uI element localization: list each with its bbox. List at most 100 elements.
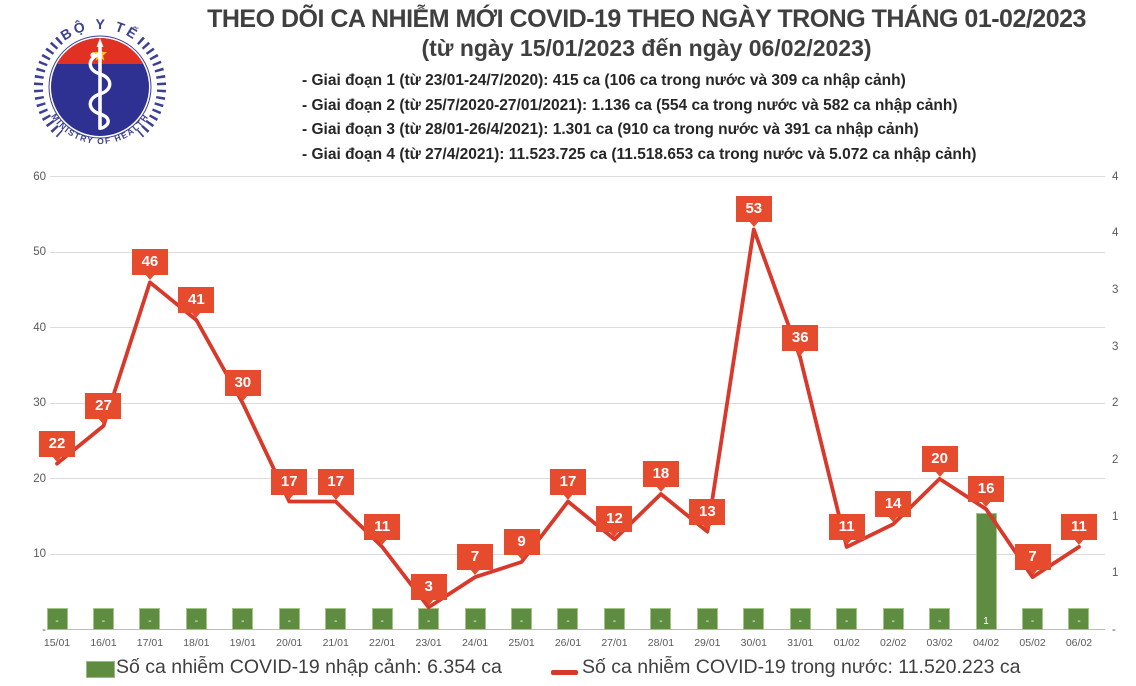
imported-cases-bar-label: - (241, 616, 245, 627)
imported-cases-bar: - (464, 608, 486, 630)
data-label-callout-pointer (516, 553, 527, 560)
data-label-callout-pointer (284, 493, 295, 500)
x-axis-label: 26/01 (554, 637, 582, 649)
x-axis-label: 16/01 (90, 637, 117, 649)
imported-cases-bar-label: - (194, 616, 199, 627)
imported-cases-bar: - (603, 608, 625, 630)
x-axis-label: 24/01 (461, 637, 489, 649)
gridline (50, 176, 1105, 177)
data-label-callout: 46 (131, 249, 168, 276)
y-axis-tick-right: 1 (1112, 510, 1119, 523)
y-axis-tick-right: 4 (1112, 227, 1119, 240)
data-label-callout: 20 (921, 445, 958, 472)
imported-cases-bar: - (185, 608, 207, 630)
data-label-callout: 18 (642, 460, 679, 487)
y-axis-tick-right: 3 (1112, 340, 1119, 353)
data-label-callout-pointer (702, 523, 713, 530)
data-label-callout-pointer (423, 599, 434, 606)
y-axis-tick-left: 10 (33, 548, 46, 561)
imported-cases-bar: - (46, 608, 68, 630)
imported-cases-bar-label: - (659, 616, 663, 627)
data-label-callout-pointer (330, 493, 341, 500)
x-axis-label: 28/01 (647, 637, 675, 649)
data-label-callout-pointer (191, 312, 202, 319)
data-label-callout-pointer (377, 538, 388, 545)
data-label-callout: 17 (271, 468, 308, 495)
data-label-callout-pointer (981, 501, 992, 508)
x-axis-label: 17/01 (136, 637, 164, 649)
data-label-callout: 13 (689, 498, 726, 525)
imported-cases-bar-label: - (752, 616, 756, 627)
data-label-callout: 11 (364, 513, 401, 540)
data-label-callout-pointer (237, 395, 248, 402)
imported-cases-bar: - (789, 608, 811, 630)
imported-cases-bar-label: - (473, 616, 477, 627)
imported-cases-bar-label: - (380, 616, 384, 627)
data-label-callout: 30 (224, 370, 261, 397)
y-axis-tick-left: - (42, 623, 46, 636)
imported-cases-bar: - (1068, 608, 1090, 630)
data-label-callout-pointer (888, 516, 899, 523)
imported-cases-bar: - (557, 608, 579, 630)
ministry-of-health-logo-icon: BỘ Y TẾ MINISTRY OF HEALTH (34, 16, 166, 146)
data-label-callout: 17 (549, 468, 586, 495)
imported-cases-bar-label: - (798, 616, 802, 627)
x-axis-label: 06/02 (1065, 637, 1093, 649)
x-axis-label: 31/01 (787, 637, 814, 649)
data-label-callout: 41 (178, 287, 215, 314)
data-label-callout: 11 (1060, 513, 1097, 540)
imported-cases-bar-label: 1 (983, 616, 989, 627)
data-label-callout-pointer (1073, 538, 1084, 545)
imported-cases-bar-label: - (1077, 616, 1081, 627)
legend-label-imported-cases: Số ca nhiễm COVID-19 nhập cảnh: 6.354 ca (116, 656, 502, 678)
data-label-callout: 7 (457, 544, 494, 571)
data-label-callout-pointer (98, 417, 109, 424)
imported-cases-bar-label: - (612, 616, 617, 627)
imported-cases-bar: - (325, 608, 347, 630)
imported-cases-bar: - (139, 608, 161, 630)
data-label-callout: 36 (782, 324, 819, 351)
data-label-callout: 27 (85, 392, 122, 419)
logo-asclepius-staff-icon (88, 38, 112, 130)
imported-cases-bar: - (650, 608, 672, 630)
imported-cases-bar: - (743, 608, 765, 630)
x-axis-label: 30/01 (740, 637, 767, 649)
data-label-callout: 22 (39, 430, 75, 457)
data-label-callout: 7 (1014, 544, 1051, 571)
data-label-callout: 16 (968, 476, 1005, 503)
data-label-callout: 9 (503, 528, 540, 555)
imported-cases-bar-label: - (101, 616, 106, 627)
phase-summary-item: - Giai đoạn 2 (từ 25/7/2020-27/01/2021):… (302, 96, 958, 114)
y-axis-tick-left: 20 (33, 472, 46, 485)
imported-cases-bar: - (696, 608, 718, 630)
data-label-callout-pointer (934, 470, 945, 477)
x-axis-label: 19/01 (229, 637, 256, 649)
x-axis-label: 01/02 (833, 637, 860, 649)
data-label-callout: 11 (828, 513, 865, 540)
y-axis-tick-right: 1 (1112, 567, 1119, 580)
imported-cases-bar-label: - (55, 616, 59, 627)
y-axis-tick-right: 4 (1112, 170, 1119, 183)
data-label-callout: 53 (735, 196, 772, 223)
imported-cases-bar-label: - (287, 616, 291, 627)
x-axis-label: 20/01 (276, 637, 303, 649)
imported-cases-bar: - (1022, 608, 1044, 630)
imported-cases-bar-label: - (566, 616, 570, 627)
x-axis-label: 23/01 (415, 637, 442, 649)
imported-cases-bar: - (92, 608, 114, 630)
x-axis-label: 29/01 (694, 637, 721, 649)
imported-cases-bar-label: - (426, 616, 431, 627)
imported-cases-bar-label: - (705, 616, 710, 627)
imported-cases-bar-label: - (845, 616, 849, 627)
x-axis-label: 05/02 (1019, 637, 1046, 649)
y-axis-tick-right: 2 (1112, 397, 1119, 410)
y-axis-tick-left: 40 (33, 321, 46, 334)
data-label-callout-pointer (609, 531, 620, 538)
data-label-callout-pointer (52, 455, 62, 462)
x-axis-label: 04/02 (972, 637, 1000, 649)
gridline (50, 553, 1105, 555)
data-label-callout: 3 (410, 574, 447, 601)
data-label-callout-pointer (470, 569, 481, 576)
